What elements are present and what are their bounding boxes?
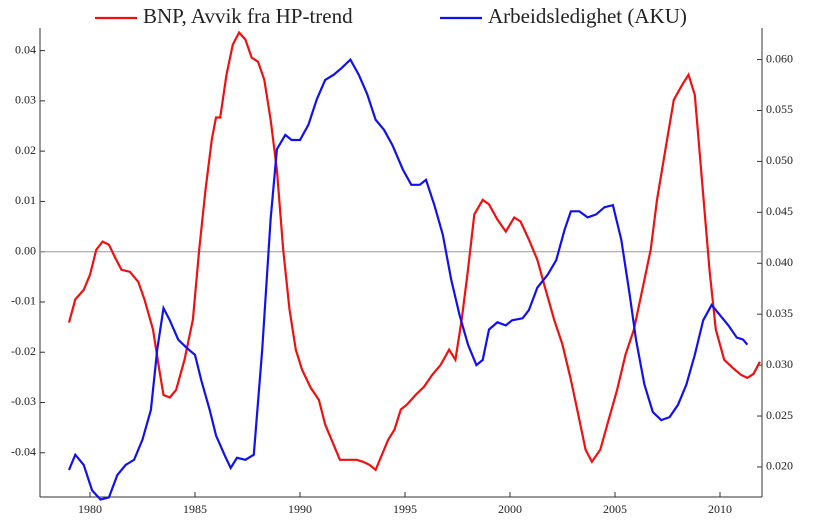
x-tick-label: 1990	[288, 502, 312, 516]
y-tick-label: -0.04	[11, 445, 36, 459]
y2-tick-label: 0.055	[766, 102, 793, 116]
series-line	[67, 57, 749, 501]
x-tick-label: 1995	[393, 502, 417, 516]
y2-tick-label: 0.030	[766, 357, 793, 371]
y-tick-label: 0.03	[15, 93, 36, 107]
y-tick-label: 0.00	[15, 243, 36, 257]
y2-tick-label: 0.050	[766, 153, 793, 167]
y2-tick-label: 0.060	[766, 51, 793, 65]
x-tick-label: 2010	[708, 502, 732, 516]
y-tick-label: -0.03	[11, 394, 36, 408]
x-tick-label: 2000	[498, 502, 522, 516]
x-tick-label: 1980	[78, 502, 102, 516]
y-tick-label: 0.04	[15, 42, 36, 56]
legend-label: Arbeidsledighet (AKU)	[488, 4, 687, 28]
legend-label: BNP, Avvik fra HP-trend	[143, 4, 353, 28]
y-tick-label: 0.02	[15, 143, 36, 157]
x-tick-label: 1985	[183, 502, 207, 516]
y2-tick-label: 0.025	[766, 408, 793, 422]
y2-tick-label: 0.035	[766, 306, 793, 320]
y2-tick-label: 0.020	[766, 459, 793, 473]
y-tick-label: -0.01	[11, 294, 36, 308]
x-tick-label: 2005	[603, 502, 627, 516]
y2-tick-label: 0.045	[766, 204, 793, 218]
y-tick-label: -0.02	[11, 344, 36, 358]
series-line	[67, 30, 761, 472]
y-tick-label: 0.01	[15, 193, 36, 207]
y2-tick-label: 0.040	[766, 255, 793, 269]
